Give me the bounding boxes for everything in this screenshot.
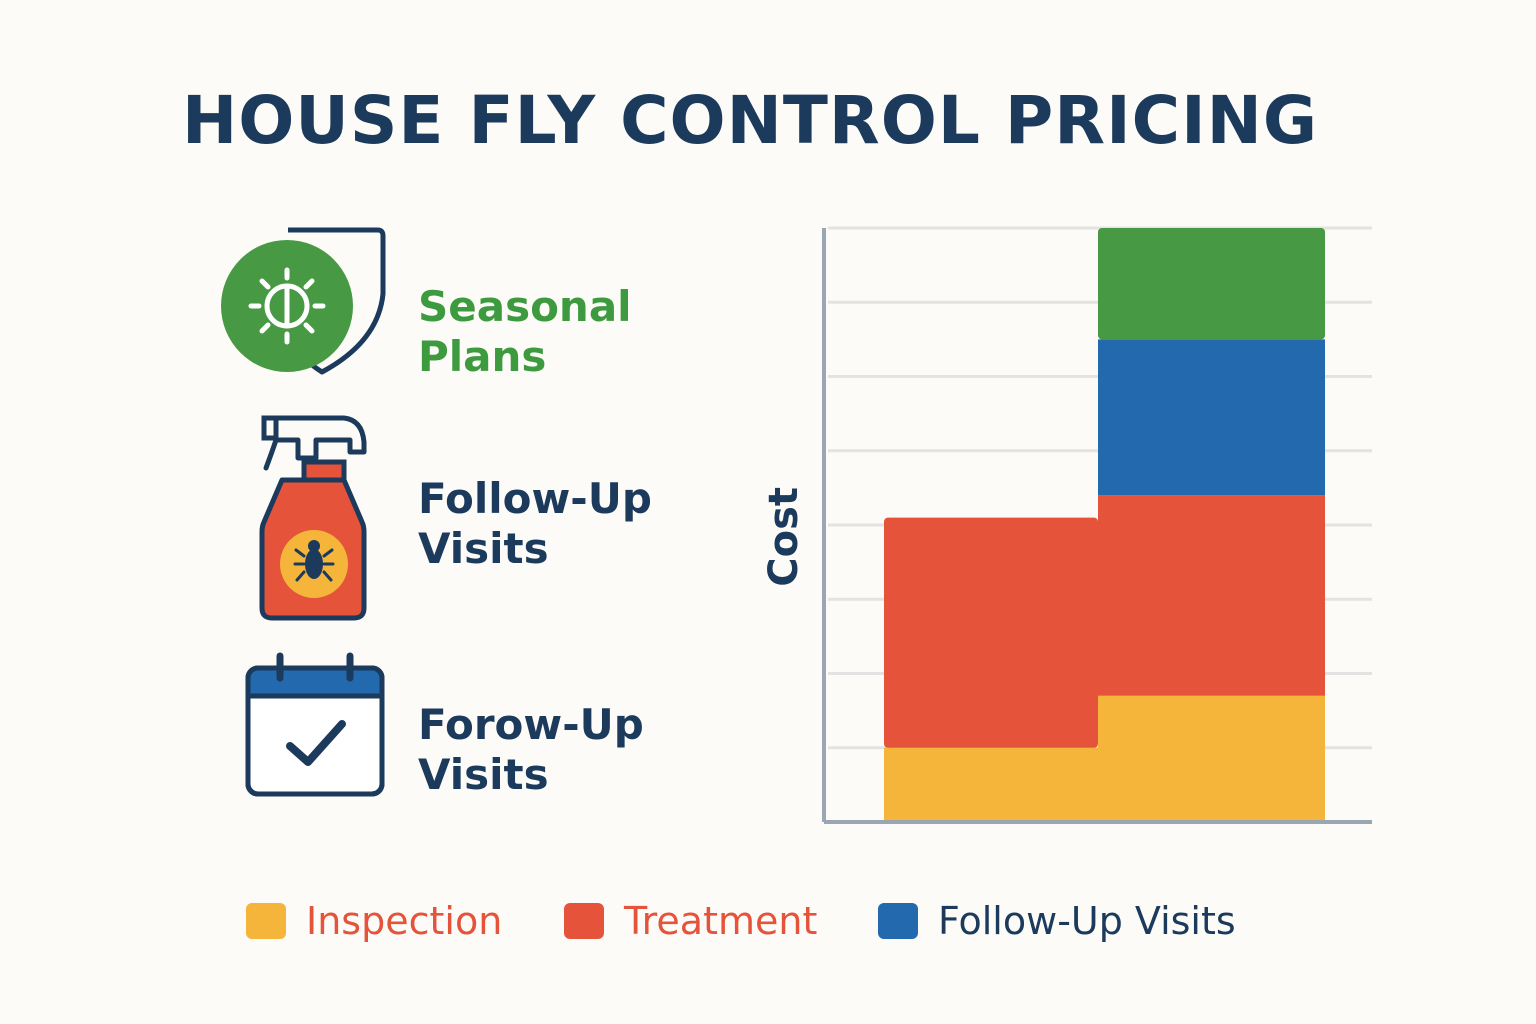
feature-line: Forow-Up bbox=[418, 700, 644, 749]
feature-line: Seasonal bbox=[418, 282, 632, 331]
feature-label-follow-up: Follow-Up Visits bbox=[418, 474, 652, 574]
legend-item-inspection: Inspection bbox=[246, 896, 502, 946]
legend-swatch bbox=[246, 903, 286, 939]
legend-label: Treatment bbox=[624, 899, 818, 943]
bar-segment-inspection bbox=[884, 747, 1098, 822]
bar-segment-treatment bbox=[1098, 495, 1325, 696]
bar-segment-follow-up bbox=[1098, 339, 1325, 496]
stacked-bar-chart: Cost bbox=[761, 226, 1372, 824]
feature-label-forow-up: Forow-Up Visits bbox=[418, 700, 644, 800]
calendar-check-icon bbox=[244, 652, 386, 800]
feature-line: Visits bbox=[418, 750, 549, 799]
shield-sun-icon bbox=[218, 224, 388, 380]
bar-segment-inspection bbox=[1098, 695, 1325, 822]
legend-swatch bbox=[878, 903, 918, 939]
chart-legend: Inspection Treatment Follow-Up Visits bbox=[246, 896, 1346, 946]
feature-line: Plans bbox=[418, 332, 547, 381]
legend-item-treatment: Treatment bbox=[564, 896, 817, 946]
y-axis-label: Cost bbox=[761, 487, 807, 587]
legend-swatch bbox=[564, 903, 604, 939]
page-title: HOUSE FLY CONTROL PRICING bbox=[181, 82, 1319, 159]
legend-item-follow-up: Follow-Up Visits bbox=[878, 896, 1236, 946]
spray-bottle-icon bbox=[254, 412, 374, 626]
legend-label: Inspection bbox=[306, 899, 503, 943]
bar-segment-seasonal bbox=[1098, 228, 1325, 340]
legend-label: Follow-Up Visits bbox=[938, 899, 1236, 943]
feature-line: Visits bbox=[418, 524, 549, 573]
bar-segment-treatment bbox=[884, 517, 1098, 748]
feature-label-seasonal: Seasonal Plans bbox=[418, 282, 632, 382]
feature-line: Follow-Up bbox=[418, 474, 652, 523]
